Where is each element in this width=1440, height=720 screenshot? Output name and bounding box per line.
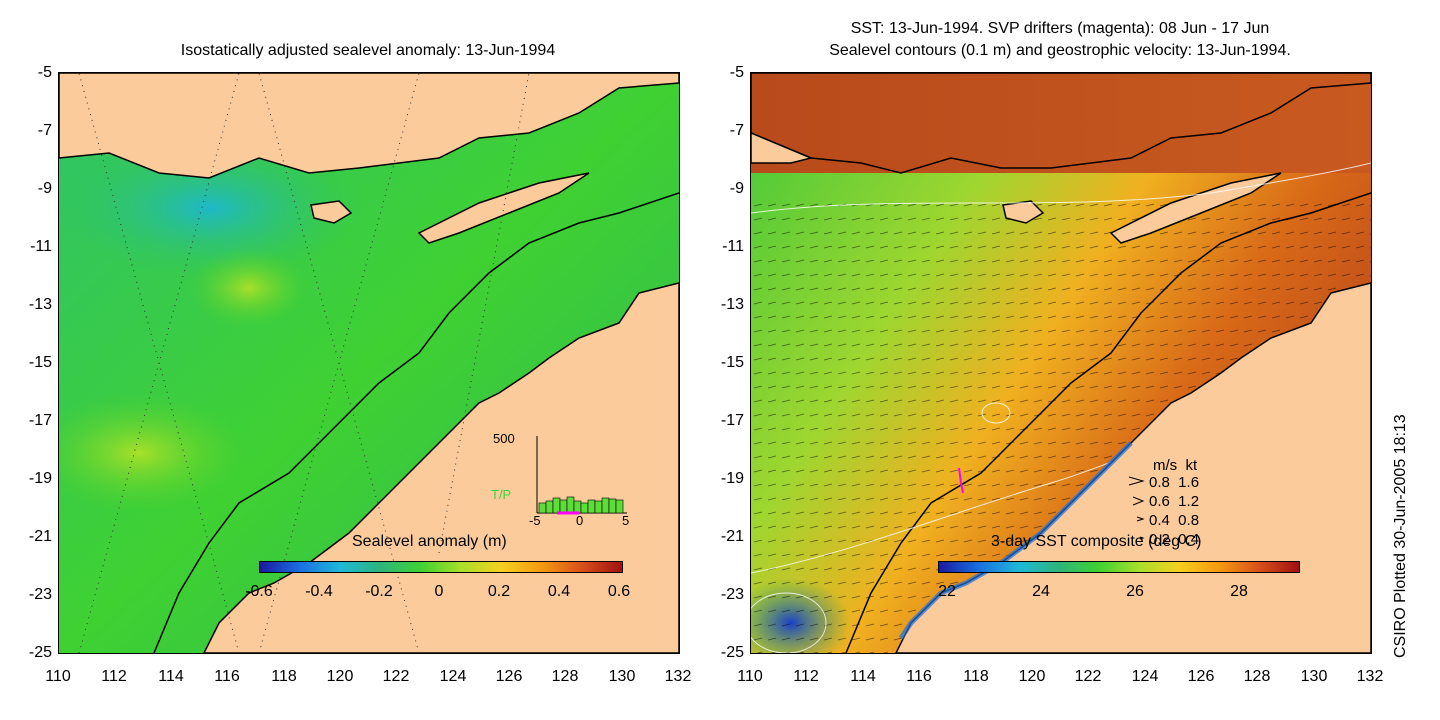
velocity-legend-row: 0.6 1.2 [1149,493,1200,510]
left-x-tick: 132 [664,668,692,685]
sealevel-colorbar-label: 0 [434,583,444,600]
timor-land [417,172,590,244]
sealevel-colorbar-label: -0.6 [245,583,273,600]
plot-credit: CSIRO Plotted 30-Jun-2005 18:13 [1392,414,1409,658]
tp-inset: 500 T/P -5 0 5 [479,428,679,528]
right-y-tick: -21 [720,528,744,545]
right-x-tick: 122 [1074,668,1102,685]
java-land [751,132,814,164]
right-y-tick: -11 [722,238,744,255]
velocity-legend-arrows [1128,476,1145,540]
left-map-title: Isostatically adjusted sealevel anomaly:… [180,42,556,59]
inset-x-label: 5 [622,513,630,528]
sealevel-colorbar-label: 0.2 [487,583,511,600]
left-y-tick: -13 [28,296,52,313]
right-y-tick: -13 [720,296,744,313]
right-map-title-line1: SST: 13-Jun-1994. SVP drifters (magenta)… [850,20,1270,37]
left-y-tick: -11 [30,238,52,255]
left-y-tick: -5 [37,64,52,81]
left-x-tick: 110 [45,668,71,685]
right-y-tick: -17 [720,412,744,429]
inset-chart [536,436,627,515]
satellite-tracks [78,73,530,653]
sealevel-colorbar-title: Sealevel anomaly (m) [352,533,507,550]
sealevel-colorbar-label: -0.2 [365,583,393,600]
inset-series-label: T/P [491,487,512,502]
velocity-legend-row: 0.4 0.8 [1149,512,1200,529]
java-islands-outline [751,73,1371,174]
right-y-tick: -5 [729,64,744,81]
left-y-tick: -21 [28,528,52,545]
left-y-tick: -15 [28,354,52,371]
sealevel-colorbar-label: 0.6 [607,583,631,600]
timor-land [1109,172,1282,244]
negative-anomaly-area [59,138,359,278]
positive-anomaly-area [189,248,309,328]
right-y-tick: -19 [720,470,744,487]
left-y-tick: -19 [28,470,52,487]
right-y-tick: -23 [720,586,744,603]
sumba-land [310,200,353,224]
inset-x-label: -5 [529,513,541,528]
sst-colorbar-label: 26 [1126,583,1144,600]
left-sealevel-map: 500 T/P -5 0 5 Sealeve [58,72,680,654]
sst-colorbar-label: 22 [938,583,956,600]
left-x-tick: 128 [551,668,579,685]
sst-colorbar [938,561,1300,573]
sealevel-colorbar [259,561,623,573]
right-map-svg [751,73,1371,653]
left-x-tick: 130 [608,668,636,685]
sealevel-colorbar-label: 0.4 [547,583,571,600]
positive-anomaly-area [59,393,249,513]
right-sst-map: m/s kt 0.8 1.6 0.6 1.2 0.4 0.8 0.2 0.4 3… [750,72,1372,654]
svp-drifter-track [958,467,964,494]
sst-colorbar-title: 3-day SST composite (deg C) [991,533,1202,550]
right-x-tick: 132 [1356,668,1384,685]
right-y-tick: -9 [729,180,744,197]
right-x-tick: 124 [1131,668,1159,685]
inset-x-label: 0 [576,513,584,528]
right-x-tick: 116 [906,668,932,685]
right-y-tick: -7 [729,122,744,139]
right-x-tick: 112 [793,668,819,685]
left-x-tick: 118 [271,668,297,685]
inset-y-label: 500 [493,431,515,446]
right-y-tick: -25 [720,644,744,661]
left-y-tick: -25 [28,644,52,661]
left-x-tick: 126 [495,668,523,685]
left-y-tick: -7 [37,122,52,139]
right-x-tick: 110 [737,668,763,685]
velocity-legend-row: 0.8 1.6 [1149,474,1200,491]
java-islands-land [59,73,679,179]
right-y-tick: -15 [720,354,744,371]
right-x-tick: 128 [1243,668,1271,685]
right-x-tick: 114 [850,668,876,685]
left-x-tick: 124 [439,668,467,685]
australia-land [203,282,679,653]
shelf-contour [153,192,679,653]
warm-northern-water [751,73,1371,173]
right-x-tick: 130 [1300,668,1328,685]
left-x-tick: 122 [382,668,410,685]
shelf-contour [845,192,1371,653]
sumba-land [1002,200,1045,224]
left-y-tick: -17 [28,412,52,429]
left-y-tick: -23 [28,586,52,603]
sealevel-colorbar-label: -0.4 [305,583,333,600]
left-y-tick: -9 [37,180,52,197]
left-x-tick: 120 [326,668,354,685]
velocity-legend-row: 0.2 0.4 [1149,531,1200,548]
right-x-tick: 126 [1187,668,1215,685]
left-x-tick: 116 [214,668,240,685]
left-x-tick: 112 [101,668,127,685]
left-x-tick: 114 [158,668,184,685]
velocity-legend-header: m/s kt [1153,457,1198,474]
right-x-tick: 120 [1018,668,1046,685]
sst-colorbar-label: 28 [1230,583,1248,600]
sst-colorbar-label: 24 [1032,583,1050,600]
right-x-tick: 118 [963,668,989,685]
right-map-title-line2: Sealevel contours (0.1 m) and geostrophi… [829,42,1291,59]
left-map-svg [59,73,679,653]
